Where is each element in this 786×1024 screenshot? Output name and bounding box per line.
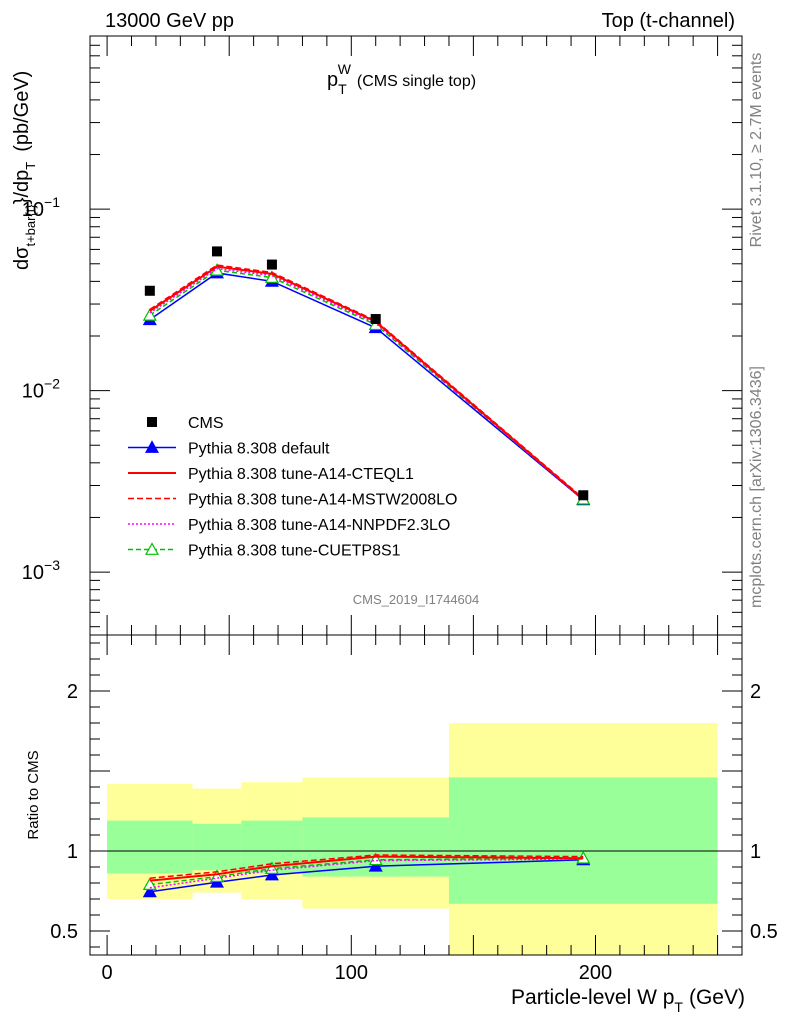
legend-label-2: Pythia 8.308 tune-A14-MSTW2008LO — [188, 492, 457, 509]
ratio-xtick-label-0: 0 — [102, 962, 113, 984]
inner-band-1 — [192, 823, 242, 871]
ratio-series-2-line — [149, 854, 584, 879]
main-ytick-exp-0: −3 — [44, 557, 60, 573]
main-ytick-mantissa-0: 10 — [22, 562, 44, 584]
main-series-2-line — [149, 264, 584, 499]
main-series-4-point-0 — [142, 308, 157, 321]
legend: CMS Pythia 8.308 default Pythia 8.308 tune… — [128, 415, 457, 560]
cms-data-point-2 — [266, 259, 277, 270]
main-series-4-line — [149, 269, 584, 500]
main-ytick-exp-2: −1 — [44, 194, 60, 210]
ratio-ytick-label-right-2: 2 — [750, 681, 761, 703]
legend-label-0: Pythia 8.308 default — [188, 441, 330, 458]
cms-data-point-3 — [370, 314, 381, 325]
legend-label-4: Pythia 8.308 tune-CUETP8S1 — [188, 543, 401, 560]
main-series-4-point-2 — [264, 270, 279, 283]
ratio-series-0-point-2 — [264, 867, 279, 881]
ylabel-part-4: (pb/GeV) — [11, 71, 33, 152]
xlabel-rest: (GeV) — [689, 986, 745, 1009]
title-rest: (CMS single top) — [357, 73, 476, 90]
header-left: 13000 GeV pp — [105, 10, 234, 32]
ratio-series-4-point-3 — [368, 852, 383, 866]
legend-marker-0 — [144, 440, 160, 453]
main-ytick-label-0: 10−3 — [22, 557, 60, 584]
xlabel-sub: T — [674, 999, 683, 1015]
ratio-ytick-label-right-1: 1 — [750, 841, 761, 863]
main-ytick-exp-1: −2 — [44, 376, 60, 392]
legend-marker-4 — [144, 542, 160, 555]
ratio-series-3-line — [149, 858, 584, 889]
title-main: p — [327, 69, 338, 91]
cms-data-point-0 — [144, 285, 155, 296]
legend-label-1: Pythia 8.308 tune-A14-CTEQL1 — [188, 466, 414, 483]
plot-title: pTW (CMS single top) — [327, 61, 476, 97]
ratio-ytick-label-left-2: 2 — [67, 681, 78, 703]
main-ytick-label-2: 10−1 — [22, 194, 60, 221]
cms-data-point-4 — [578, 490, 589, 501]
ratio-ytick-label-left-1: 1 — [67, 841, 78, 863]
y-axis-label: dσt+bar{t}}/dpT (pb/GeV) — [11, 71, 38, 270]
main-ytick-mantissa-2: 10 — [22, 199, 44, 221]
ratio-series-0-point-3 — [368, 858, 383, 872]
xlabel-main: Particle-level W p — [511, 986, 674, 1009]
header-right: Top (t-channel) — [602, 10, 735, 32]
rivet-label: Rivet 3.1.10, ≥ 2.7M events — [748, 53, 765, 248]
ratio-ytick-label-right-0: 0.5 — [750, 921, 778, 943]
analysis-id: CMS_2019_I1744604 — [353, 592, 480, 607]
main-ytick-label-1: 10−2 — [22, 376, 60, 403]
ratio-series-1-line — [149, 855, 584, 882]
title-sup: W — [338, 61, 352, 77]
main-series-1-line — [149, 265, 584, 500]
cms-data-point-1 — [211, 246, 222, 257]
main-panel: 10−310−210−1 — [22, 35, 743, 636]
ratio-series-4-point-0 — [142, 877, 157, 891]
ratio-frame — [89, 634, 743, 956]
ratio-y-axis-label: Ratio to CMS — [25, 750, 42, 839]
x-axis-label: Particle-level W pT (GeV) — [511, 986, 745, 1015]
ratio-xtick-label-2: 200 — [579, 962, 612, 984]
ratio-xtick-label-1: 100 — [335, 962, 368, 984]
legend-cms-marker — [147, 417, 157, 427]
ylabel-part-3: T — [23, 162, 38, 170]
ylabel-part-0: dσ — [11, 246, 33, 270]
ratio-panel: 0 100 200 0.5 0.5 1 1 2 2 — [50, 634, 778, 984]
inner-band-0 — [107, 820, 193, 874]
legend-label-3: Pythia 8.308 tune-A14-NNPDF2.3LO — [188, 517, 450, 534]
ylabel-part-1: t+bar{t} — [23, 204, 38, 247]
main-ytick-mantissa-1: 10 — [22, 381, 44, 403]
ratio-ytick-label-left-0: 0.5 — [50, 921, 78, 943]
legend-cms-label: CMS — [188, 415, 224, 432]
ratio-series-0-point-0 — [142, 884, 157, 898]
inner-band-4 — [448, 777, 718, 904]
title-sub: T — [338, 81, 347, 97]
source-label: mcplots.cern.ch [arXiv:1306.3436] — [748, 366, 765, 608]
ylabel-part-2: }/dp — [11, 170, 33, 204]
